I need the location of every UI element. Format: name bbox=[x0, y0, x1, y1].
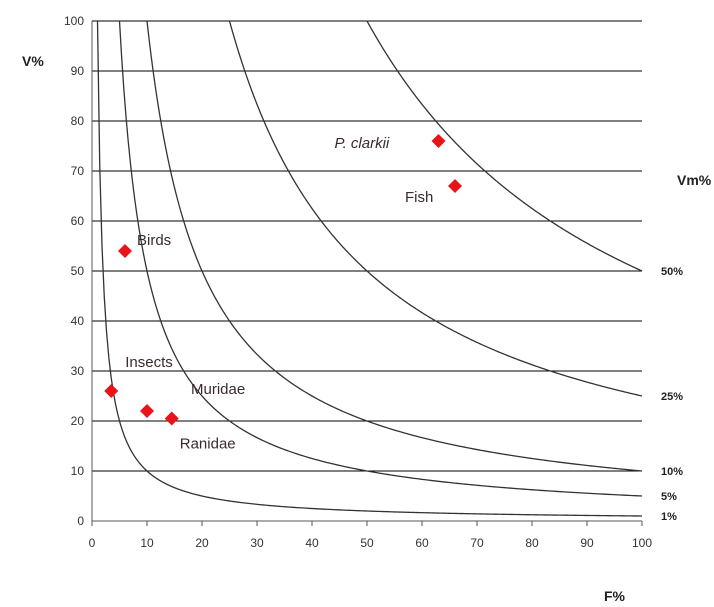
y-tick-label: 90 bbox=[71, 64, 85, 78]
labels: V% F% Vm% 1% 5% 10% 25% 50% bbox=[22, 53, 712, 604]
y-tick-label: 100 bbox=[64, 14, 84, 28]
data-point-label: Muridae bbox=[191, 381, 245, 398]
data-point-label: Birds bbox=[137, 232, 171, 249]
y-axis-label: V% bbox=[22, 53, 44, 69]
isoline-label: 10% bbox=[661, 466, 683, 478]
data-point-marker bbox=[431, 134, 446, 148]
isoline-curve bbox=[96, 20, 643, 517]
x-tick-label: 0 bbox=[89, 536, 96, 550]
x-tick-label: 80 bbox=[525, 536, 539, 550]
x-tick-label: 100 bbox=[632, 536, 652, 550]
y-tick-label: 10 bbox=[71, 464, 85, 478]
data-point-label: Insects bbox=[125, 354, 173, 371]
curve-family-label: Vm% bbox=[677, 172, 712, 188]
y-tick-label: 80 bbox=[71, 114, 85, 128]
x-tick-label: 40 bbox=[305, 536, 319, 550]
isoline-label: 50% bbox=[661, 266, 683, 278]
x-axis-label: F% bbox=[604, 588, 626, 604]
x-tick-label: 30 bbox=[250, 536, 264, 550]
y-tick-label: 50 bbox=[71, 264, 85, 278]
y-tick-label: 0 bbox=[77, 514, 84, 528]
y-tick-label: 70 bbox=[71, 164, 85, 178]
isoline-label: 1% bbox=[661, 511, 677, 523]
isoline-curve bbox=[146, 20, 643, 472]
x-tick-label: 50 bbox=[360, 536, 374, 550]
y-tick-label: 40 bbox=[71, 314, 85, 328]
data-point-marker bbox=[448, 179, 462, 193]
y-tick-label: 60 bbox=[71, 214, 85, 228]
grid-lines bbox=[92, 20, 642, 472]
x-tick-label: 20 bbox=[195, 536, 209, 550]
isoline-curve bbox=[366, 20, 643, 272]
y-tick-label: 20 bbox=[71, 414, 85, 428]
axes: 0 10 20 30 40 50 60 70 80 90 100 0 10 20 30 40 50 60 70 80 9… bbox=[64, 14, 652, 550]
data-point-marker bbox=[140, 404, 154, 418]
isoline-curve bbox=[118, 20, 643, 497]
data-point-marker bbox=[118, 244, 132, 258]
data-point-marker bbox=[104, 384, 119, 398]
isoline-label: 5% bbox=[661, 491, 677, 503]
x-tick-label: 70 bbox=[470, 536, 484, 550]
x-tick-label: 60 bbox=[415, 536, 429, 550]
data-point-label: Fish bbox=[405, 189, 433, 206]
x-tick-label: 90 bbox=[580, 536, 594, 550]
isoline-label: 25% bbox=[661, 391, 683, 403]
isoline-curves bbox=[96, 20, 643, 517]
isoline-curve bbox=[228, 20, 643, 397]
data-points: P. clarkii Fish Birds Insects Muridae Ranidae bbox=[104, 134, 462, 453]
data-point-marker bbox=[164, 411, 179, 426]
y-tick-label: 30 bbox=[71, 364, 85, 378]
data-point-label: P. clarkii bbox=[335, 135, 390, 152]
x-tick-label: 10 bbox=[140, 536, 154, 550]
data-point-label: Ranidae bbox=[180, 436, 236, 453]
